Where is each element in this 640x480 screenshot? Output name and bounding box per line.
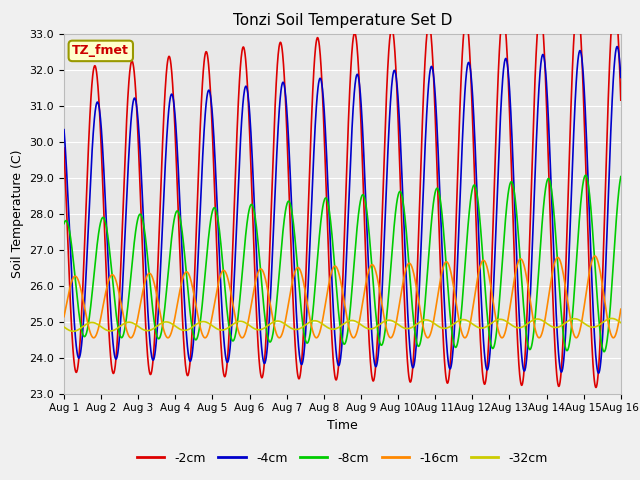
Y-axis label: Soil Temperature (C): Soil Temperature (C): [11, 149, 24, 278]
Text: TZ_fmet: TZ_fmet: [72, 44, 129, 58]
X-axis label: Time: Time: [327, 419, 358, 432]
Title: Tonzi Soil Temperature Set D: Tonzi Soil Temperature Set D: [233, 13, 452, 28]
Legend: -2cm, -4cm, -8cm, -16cm, -32cm: -2cm, -4cm, -8cm, -16cm, -32cm: [132, 447, 553, 469]
